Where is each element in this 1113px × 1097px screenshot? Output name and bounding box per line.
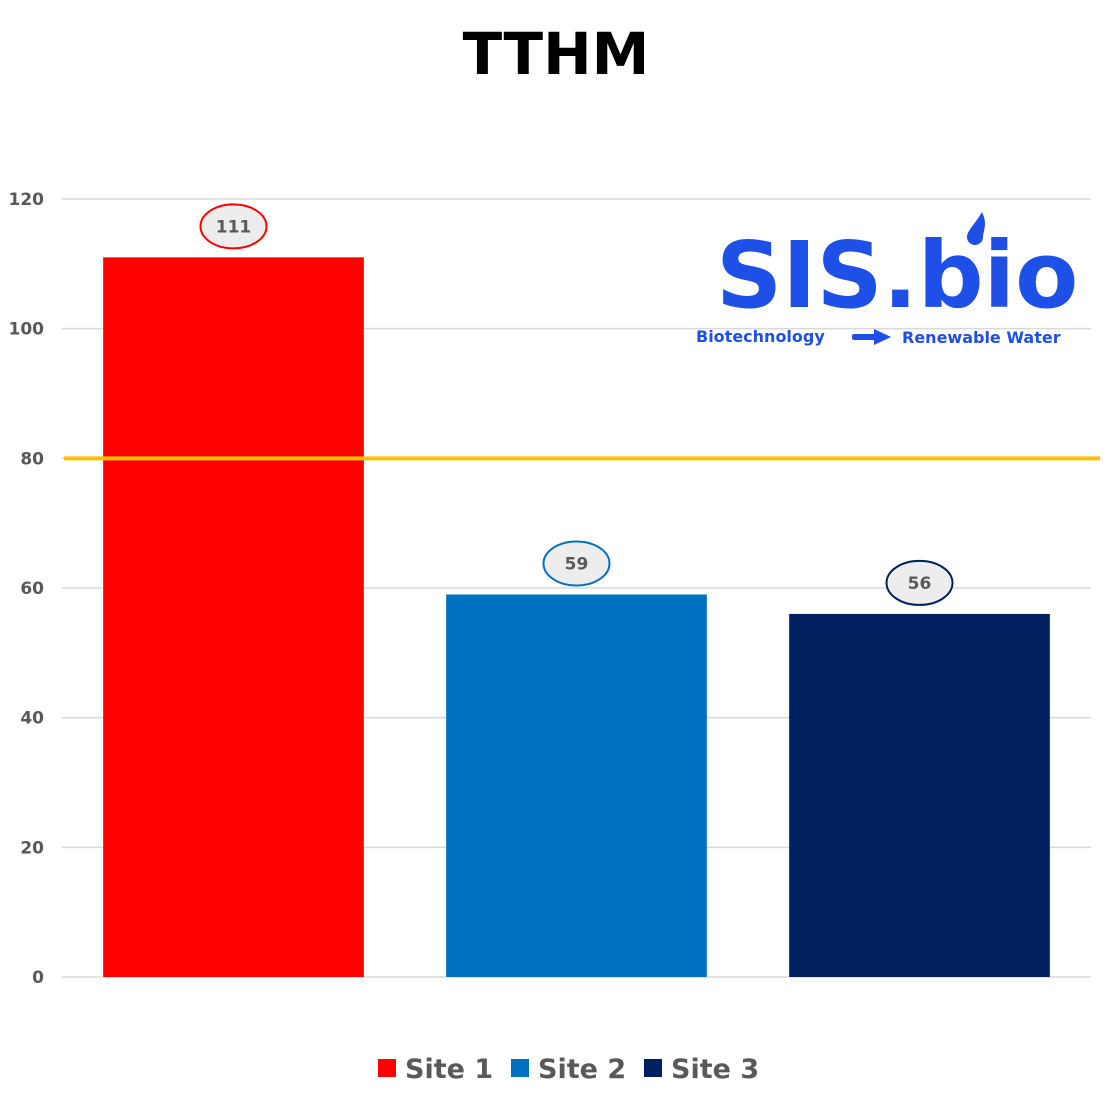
y-tick-label: 20 [20,838,44,858]
legend-swatch [511,1059,529,1077]
data-label: 111 [216,217,252,237]
logo-tagline-right: Renewable Water [902,328,1061,347]
water-drop-icon [967,212,985,245]
bar-site-2 [446,594,707,977]
data-label-bubble [885,559,954,606]
y-tick-label: 120 [9,190,45,210]
y-tick-label: 40 [20,709,44,729]
y-axis-ticks: 0 20 40 60 80 100 120 [9,190,45,988]
data-label: 59 [565,554,589,574]
legend-swatch [378,1059,396,1077]
data-label: 56 [908,574,932,594]
logo-tagline-left: Biotechnology [696,327,825,346]
bars [103,257,1050,978]
y-tick-label: 80 [20,449,44,469]
legend: Site 1 Site 2 Site 3 [378,1054,759,1085]
logo-wordmark: SIS.bio [716,222,1078,329]
legend-label: Site 1 [405,1054,493,1085]
y-tick-label: 60 [20,579,44,599]
y-tick-label: 0 [32,968,44,988]
bar-site-1 [103,257,364,978]
data-label-bubble [199,203,268,250]
chart-title: TTHM [463,20,650,88]
legend-label: Site 3 [671,1054,759,1085]
legend-swatch [644,1059,662,1077]
bar-site-3 [789,613,1050,977]
data-labels: 111 59 56 [199,203,954,606]
data-label-bubble [542,540,611,587]
y-tick-label: 100 [9,320,45,340]
arrow-right-icon [852,329,891,345]
legend-label: Site 2 [538,1054,626,1085]
logo: SIS.bio Biotechnology Renewable Water [696,212,1078,347]
